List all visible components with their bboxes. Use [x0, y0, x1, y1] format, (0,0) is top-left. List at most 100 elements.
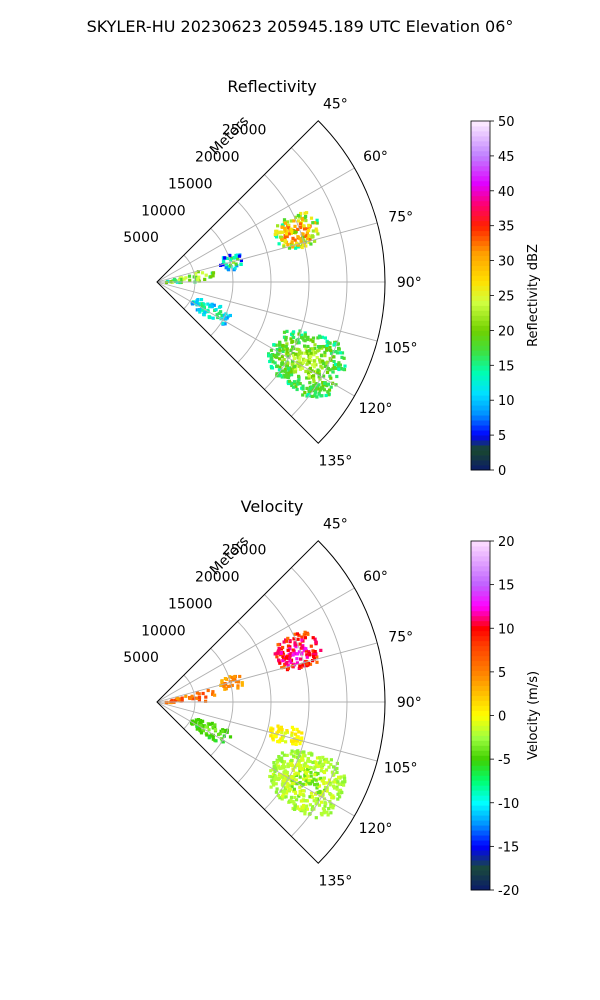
colorbar-step — [471, 135, 490, 142]
echo-gate — [294, 732, 298, 736]
echo-gate — [232, 675, 236, 679]
echo-gate — [285, 789, 289, 793]
echo-gate — [303, 636, 307, 640]
echo-gate — [298, 642, 302, 646]
echo-gate — [302, 649, 306, 653]
echo-gate — [337, 782, 341, 786]
echo-gate — [298, 781, 302, 785]
echo-gate — [292, 781, 296, 786]
colorbar-step — [471, 810, 490, 816]
echo-gate — [323, 350, 327, 354]
echo-gate — [287, 232, 291, 236]
echo-gate — [293, 632, 297, 636]
echo-gate — [184, 276, 188, 280]
echo-gate — [205, 733, 209, 737]
echo-gate — [198, 310, 202, 314]
echo-gate — [309, 354, 313, 359]
echo-north-core-cell — [273, 211, 320, 250]
echo-gate — [289, 231, 293, 235]
echo-gate — [342, 774, 346, 778]
echo-gate — [292, 229, 296, 233]
echo-gate — [342, 783, 346, 787]
echo-gate — [282, 358, 286, 362]
echo-gate — [313, 650, 317, 654]
echo-gate — [290, 733, 294, 737]
colorbar-step — [471, 435, 490, 441]
echo-gate — [319, 776, 323, 780]
echo-gate — [301, 662, 305, 666]
colorbar-step — [471, 560, 490, 567]
echo-north-core-cell — [273, 630, 323, 672]
colorbar-tick-label: 10 — [498, 394, 515, 409]
echo-gate — [298, 355, 302, 359]
echo-gate — [295, 382, 299, 386]
echo-gate — [190, 719, 194, 723]
echo-gate — [322, 362, 326, 366]
echo-gate — [236, 257, 240, 261]
echo-gate — [307, 389, 311, 393]
colorbar-step — [471, 690, 490, 696]
echo-gate — [303, 351, 307, 355]
echo-gate — [215, 313, 219, 317]
echo-gate — [182, 277, 186, 281]
echo-gate — [217, 732, 221, 737]
colorbar-tick-label: 20 — [498, 324, 515, 339]
echo-gate — [327, 765, 331, 769]
echo-gate — [281, 344, 285, 348]
echo-gate — [332, 360, 336, 364]
echo-gate — [313, 765, 317, 769]
echo-gate — [312, 377, 316, 381]
echo-gate — [280, 738, 284, 742]
echo-gate — [310, 394, 314, 398]
echo-gate — [315, 395, 319, 399]
echo-gate — [329, 348, 333, 353]
colorbar-step — [471, 660, 490, 667]
echo-gate — [310, 347, 315, 351]
echo-gate — [317, 803, 322, 807]
echo-gate — [303, 333, 307, 337]
echo-gate — [284, 740, 288, 744]
echo-gate — [315, 786, 319, 790]
echo-gate — [298, 764, 302, 768]
echo-gate — [305, 376, 309, 380]
echo-gate — [281, 659, 285, 663]
echo-gate — [323, 354, 327, 358]
echo-gate — [314, 382, 318, 386]
colorbar-tick-label: 5 — [498, 429, 506, 444]
echo-gate — [297, 650, 301, 654]
echo-gate — [288, 639, 292, 643]
echo-south-cluster-near — [189, 718, 233, 744]
echo-gate — [211, 692, 215, 696]
echo-gate — [226, 314, 230, 318]
colorbar-step — [471, 680, 490, 686]
echo-gate — [321, 807, 325, 811]
echo-gate — [204, 699, 208, 703]
colorbar-step — [471, 295, 490, 301]
echo-gate — [297, 374, 301, 378]
azimuth-spoke — [156, 587, 355, 703]
echo-gate — [292, 330, 296, 334]
echo-gate — [277, 765, 281, 769]
echo-gate — [318, 794, 322, 798]
echo-gate — [285, 220, 290, 224]
echo-gate — [326, 390, 330, 394]
echo-gate — [289, 337, 293, 341]
echo-gate — [302, 803, 306, 808]
colorbar-step — [471, 395, 490, 401]
echo-gate — [294, 643, 298, 647]
echo-gate — [305, 237, 310, 241]
echo-gate — [317, 373, 321, 377]
echo-gate — [220, 313, 224, 317]
echo-gate — [312, 374, 316, 378]
echo-gate — [269, 358, 273, 362]
echo-gate — [317, 392, 321, 396]
echo-gate — [313, 792, 317, 796]
echo-gate — [286, 367, 290, 371]
echo-gate — [196, 270, 200, 274]
colorbar-tick-label: 25 — [498, 290, 515, 305]
echo-gate — [307, 778, 311, 782]
echo-gate — [286, 636, 290, 640]
colorbar-step — [471, 450, 490, 456]
range-tick-label: 5000 — [123, 650, 159, 666]
colorbar-step — [471, 665, 490, 672]
